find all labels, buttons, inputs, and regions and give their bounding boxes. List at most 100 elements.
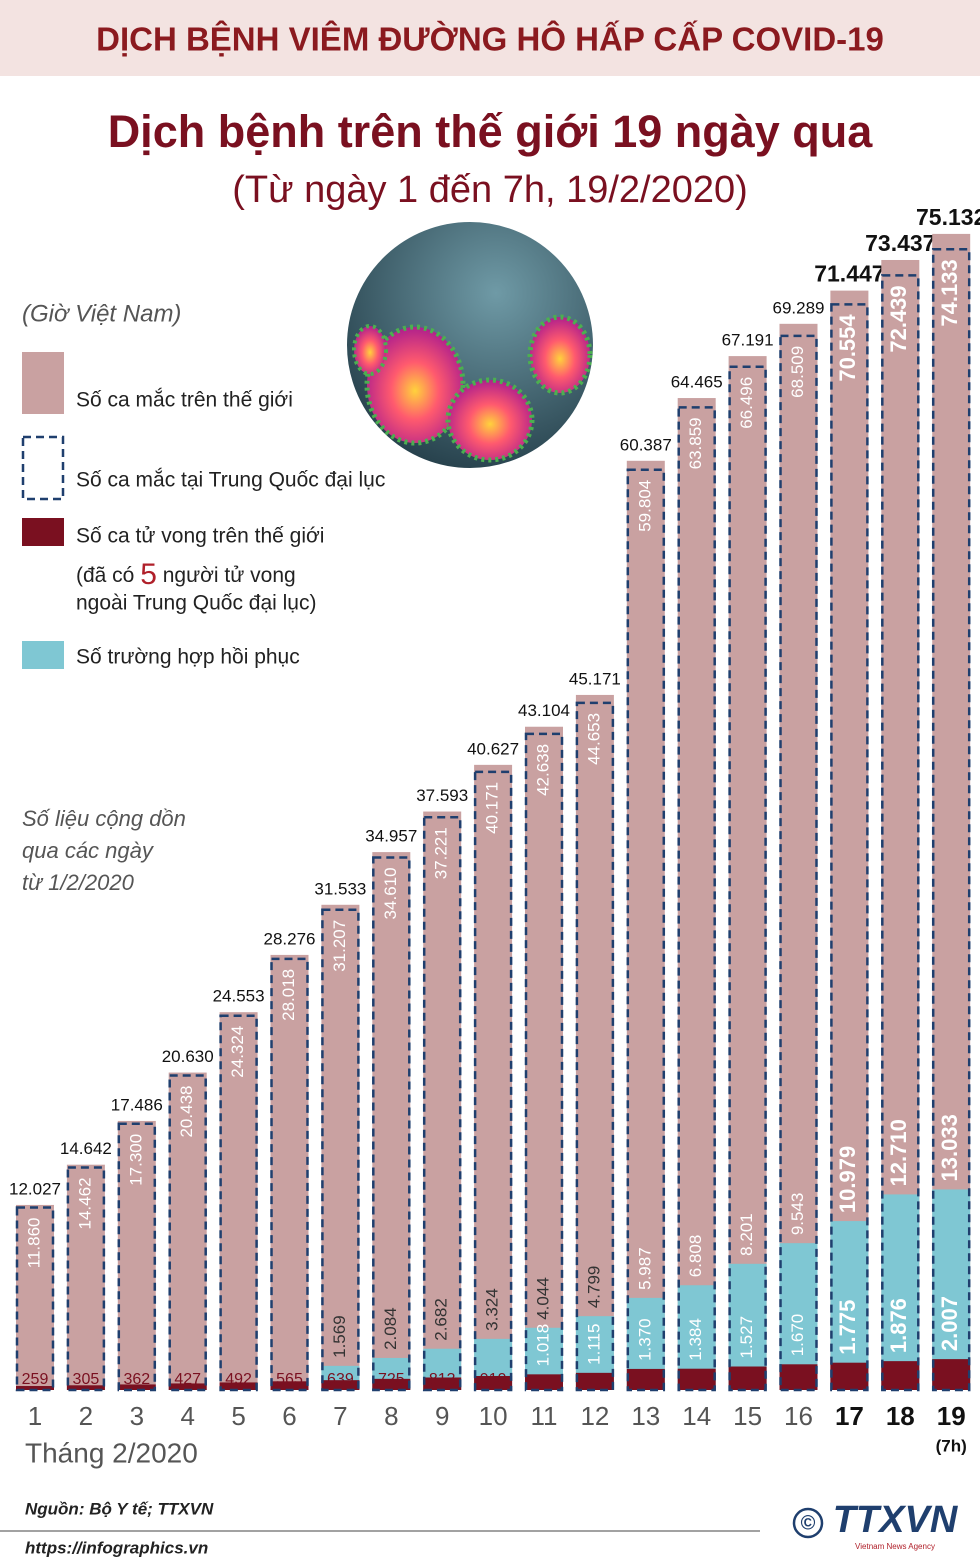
- bar-china: [473, 770, 513, 1392]
- legend-label: Số ca mắc tại Trung Quốc đại lục: [76, 469, 385, 492]
- value-label-china: 70.554: [835, 314, 860, 382]
- x-tick-note: (7h): [936, 1436, 967, 1455]
- virus-frame: [345, 220, 595, 470]
- source: Nguồn: Bộ Y tế; TTXVN: [25, 1499, 214, 1518]
- bar-deaths: [779, 1364, 818, 1390]
- timezone-note: (Giờ Việt Nam): [22, 300, 181, 327]
- bar-deaths: [830, 1362, 869, 1390]
- bar-china: [168, 1074, 207, 1392]
- bar-world: [219, 1012, 258, 1390]
- death-note: (đã có 5 người tử vong: [76, 558, 296, 591]
- legend-label: Số ca mắc trên thế giới: [76, 389, 293, 412]
- bar-deaths: [270, 1381, 309, 1390]
- x-tick-label: 5: [231, 1401, 245, 1431]
- legend-swatch: [21, 435, 65, 501]
- value-label-world: 12.027: [9, 1179, 61, 1198]
- bar-recovered: [830, 1221, 869, 1390]
- x-tick-label: 18: [886, 1401, 915, 1431]
- value-label-recovered: 8.201: [737, 1213, 756, 1256]
- value-label-deaths: 565: [276, 1371, 303, 1388]
- x-tick-label: 15: [733, 1401, 762, 1431]
- value-label-china: 31.207: [330, 920, 349, 972]
- bar-china: [830, 303, 869, 1392]
- bar-world: [16, 1204, 54, 1390]
- value-label-deaths: 1.527: [737, 1316, 756, 1359]
- bar-china: [66, 1166, 106, 1392]
- x-tick-label: 10: [479, 1401, 508, 1431]
- x-tick-label: 8: [384, 1401, 398, 1431]
- value-label-world: 43.104: [518, 701, 570, 720]
- value-label-world: 28.276: [264, 929, 316, 948]
- value-label-deaths: 259: [22, 1371, 49, 1388]
- bar-deaths: [677, 1368, 716, 1390]
- bar-deaths: [626, 1368, 665, 1390]
- bar-china: [372, 856, 411, 1392]
- bar-china: [117, 1122, 157, 1392]
- value-label-deaths: 910: [480, 1371, 507, 1388]
- value-label-world: 37.593: [416, 786, 468, 805]
- title: Dịch bệnh trên thế giới 19 ngày qua: [108, 106, 874, 157]
- value-label-china: 11.860: [24, 1218, 43, 1269]
- bar-china: [779, 334, 818, 1392]
- x-tick-label: 12: [580, 1401, 609, 1431]
- value-label-recovered: 6.808: [686, 1235, 705, 1278]
- banner-background: [0, 0, 980, 76]
- x-tick-label: 1: [28, 1401, 42, 1431]
- value-label-deaths: 492: [225, 1371, 252, 1388]
- bar-world: [372, 852, 411, 1390]
- bar-deaths: [168, 1383, 207, 1390]
- cumulative-note: qua các ngày: [22, 838, 155, 863]
- bar-world: [423, 811, 462, 1390]
- x-tick-label: 19: [937, 1401, 966, 1431]
- value-label-china: 14.462: [75, 1177, 94, 1229]
- copyright: ©: [801, 1512, 816, 1534]
- value-label-world: 67.191: [722, 331, 774, 350]
- bar-deaths: [881, 1361, 920, 1390]
- x-tick-label: 9: [435, 1401, 449, 1431]
- cumulative-note: Số liệu cộng dồn: [22, 806, 186, 831]
- x-tick-label: 7: [333, 1401, 347, 1431]
- bar-deaths: [932, 1359, 971, 1390]
- value-label-world: 75.132: [916, 204, 980, 230]
- bar-deaths: [219, 1382, 258, 1390]
- x-tick-label: 13: [631, 1401, 660, 1431]
- bar-china: [321, 908, 360, 1392]
- value-label-world: 24.553: [213, 987, 265, 1006]
- copyright-circle: [792, 1507, 824, 1539]
- bar-china: [270, 957, 309, 1392]
- bar-china: [881, 274, 920, 1392]
- bar-china: [626, 468, 666, 1392]
- bar-deaths: [525, 1374, 563, 1390]
- legend-swatch: [22, 518, 64, 546]
- value-label-deaths: 427: [174, 1371, 201, 1388]
- value-label-china: 28.018: [279, 969, 298, 1021]
- banner: DỊCH BỆNH VIÊM ĐƯỜNG HÔ HẤP CẤP COVID-19: [96, 20, 884, 58]
- bar-world: [168, 1072, 207, 1390]
- bar-deaths: [575, 1372, 614, 1390]
- death-note-before: (đã có: [76, 564, 140, 587]
- bar-world: [830, 290, 869, 1391]
- legend-label: Số ca tử vong trên thế giới: [76, 525, 324, 548]
- value-label-recovered: 4.799: [584, 1266, 603, 1309]
- bar-deaths: [66, 1385, 105, 1390]
- bar-china: [219, 1014, 258, 1392]
- x-tick-label: 17: [835, 1401, 864, 1431]
- value-label-china: 40.171: [483, 782, 502, 834]
- value-label-deaths: 305: [73, 1371, 100, 1388]
- bar-recovered: [881, 1194, 920, 1390]
- x-tick-label: 16: [784, 1401, 813, 1431]
- value-label-china: 44.653: [584, 713, 603, 765]
- x-tick-label: 2: [79, 1401, 93, 1431]
- death-note-after: người tử vong: [157, 564, 296, 587]
- bar-recovered: [932, 1189, 971, 1390]
- bar-china: [728, 365, 767, 1392]
- bar-deaths: [16, 1386, 54, 1390]
- subtitle: (Từ ngày 1 đến 7h, 19/2/2020): [232, 169, 748, 211]
- value-label-recovered: 13.033: [937, 1114, 962, 1181]
- value-label-recovered: 10.979: [835, 1146, 860, 1213]
- value-label-deaths: 1.115: [584, 1324, 603, 1365]
- bar-world: [779, 323, 818, 1390]
- value-label-china: 37.221: [432, 827, 451, 879]
- bar-world: [575, 694, 614, 1390]
